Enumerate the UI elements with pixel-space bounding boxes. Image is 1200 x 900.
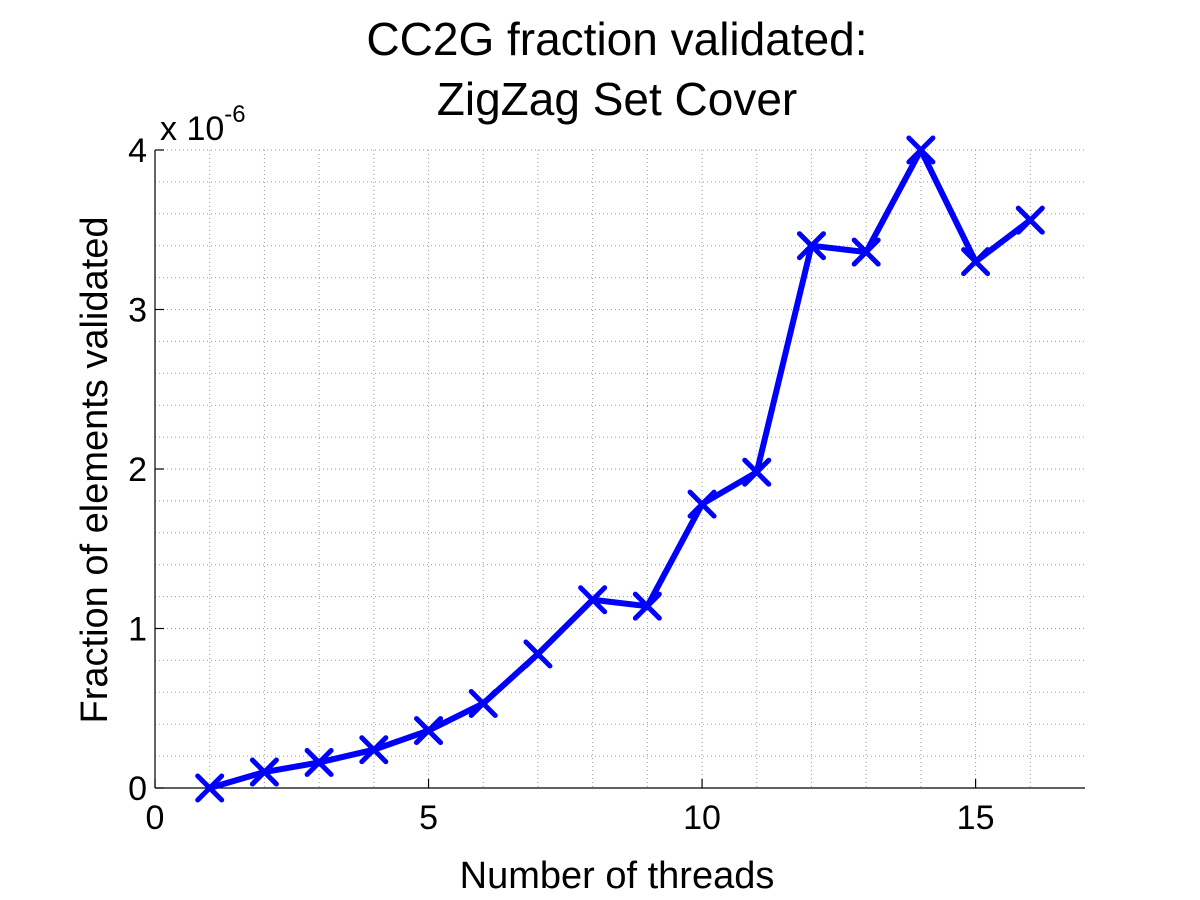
data-point-marker [195,773,225,803]
axes [154,149,1085,789]
chart-title-line-1: CC2G fraction validated: [366,13,867,65]
grid [155,149,1085,788]
data-point-marker [961,247,991,277]
x-axis-label: Number of threads [460,855,775,897]
y-tick-label: 2 [128,451,147,489]
data-point-marker [632,591,662,621]
y-tick-label: 3 [128,292,147,330]
y-tick-label: 0 [128,770,147,808]
x-tick-label: 10 [683,799,721,837]
y-axis-multiplier-exponent: -6 [224,101,245,128]
y-tick-label: 4 [128,132,147,170]
x-tick-label: 15 [957,799,995,837]
series [195,135,1045,803]
data-point-marker [359,735,389,765]
y-tick-label: 1 [128,611,147,649]
data-point-marker [796,231,826,261]
data-point-marker [687,489,717,519]
data-point-marker [851,237,881,267]
data-point-marker [304,747,334,777]
data-point-marker [249,757,279,787]
y-axis-multiplier: x 10-6 [160,101,246,148]
data-point-marker [578,585,608,615]
series-line [206,147,1034,791]
data-point-marker [414,716,444,746]
data-point-marker [906,135,936,165]
x-tick-label: 5 [419,799,438,837]
y-axis-label: Fraction of elements validated [74,217,116,724]
y-axis-multiplier-base: x 10 [160,110,224,148]
data-point-marker [523,639,553,669]
data-point-marker [742,457,772,487]
data-point-marker [1015,205,1045,235]
chart-title-line-2: ZigZag Set Cover [437,73,797,125]
data-point-marker [468,688,498,718]
tick-labels: 0 5 10 15 0 1 2 3 4 [128,132,994,837]
x-tick-label: 0 [146,799,165,837]
